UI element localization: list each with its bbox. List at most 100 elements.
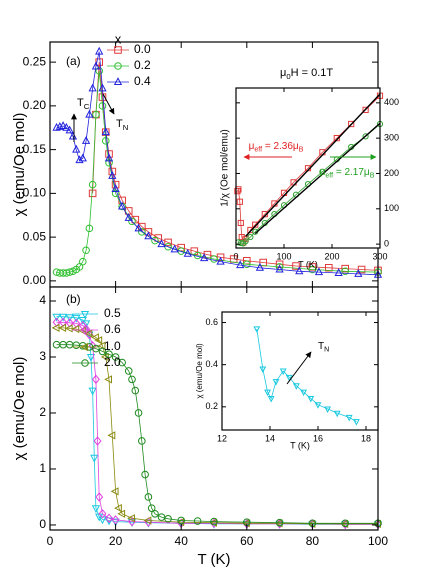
y-tick-label: 0.10 [23, 186, 47, 200]
legend-label: 2.0 [104, 355, 121, 369]
data-point [124, 367, 133, 375]
data-point [134, 223, 143, 232]
data-point [86, 354, 96, 362]
data-point [340, 519, 349, 528]
legend-label: 0.5 [104, 306, 121, 320]
legend-label: 0.2 [134, 58, 151, 72]
data-point [138, 437, 146, 445]
annotation: μeff = 2.36μB [249, 141, 304, 154]
subscript: eff [254, 146, 262, 153]
data-point [104, 375, 113, 384]
data-point [164, 515, 172, 523]
x-tick-label: 18 [361, 433, 371, 443]
data-point [108, 167, 117, 176]
data-point [348, 120, 355, 128]
y-tick-label: 0.4 [205, 359, 218, 369]
data-point [285, 374, 293, 382]
data-point [354, 269, 363, 277]
data-point [52, 313, 61, 322]
x-axis-label: T (K) [197, 551, 230, 568]
data-point [98, 516, 107, 525]
legend-marker [80, 311, 90, 319]
legend-label: 1.0 [104, 339, 121, 353]
data-point [58, 313, 68, 322]
data-point [84, 329, 93, 338]
x-tick-label: 60 [240, 534, 254, 548]
data-point [234, 188, 241, 195]
data-point [88, 189, 97, 198]
data-point [280, 189, 288, 197]
data-point [91, 505, 101, 514]
annotation: (b) [66, 292, 81, 306]
data-point [98, 102, 107, 110]
data-point [261, 210, 268, 218]
data-point [94, 336, 103, 345]
legend-marker [81, 359, 89, 367]
data-point [279, 368, 287, 376]
y-tick-label: 400 [384, 97, 399, 107]
annotation-text: (b) [66, 292, 81, 306]
subscript: N [324, 346, 329, 353]
data-point [200, 253, 209, 262]
y-axis-label: χ (emu/Oe mol) [195, 343, 204, 399]
data-point [91, 374, 100, 385]
data-point [324, 406, 332, 413]
plot-frame [221, 311, 379, 431]
data-point [72, 314, 81, 323]
y-tick-label: 2 [39, 405, 46, 419]
data-point [307, 519, 316, 528]
y-tick-label: 0 [384, 238, 389, 248]
data-point [274, 519, 283, 528]
data-point [275, 264, 284, 273]
data-point [362, 133, 369, 140]
legend-label: 0.4 [134, 74, 151, 88]
data-point [124, 213, 133, 221]
data-point [93, 436, 102, 446]
data-point [95, 492, 104, 502]
data-point [71, 324, 80, 334]
subscript: eff [325, 172, 333, 179]
data-point [101, 137, 110, 145]
data-point [259, 366, 267, 373]
data-point [108, 171, 117, 179]
annotation-text: T [318, 341, 324, 352]
data-point [118, 358, 126, 367]
data-point [267, 395, 275, 403]
y-tick-label: 300 [384, 133, 399, 143]
data-point [193, 517, 202, 525]
data-point [362, 106, 369, 113]
data-point [341, 519, 350, 528]
data-point [91, 61, 101, 70]
data-point [131, 386, 140, 395]
data-point [114, 504, 122, 513]
data-point [117, 509, 126, 518]
data-point [82, 246, 90, 255]
data-point [183, 248, 192, 257]
y-tick-label: 0.25 [23, 54, 47, 68]
data-point [85, 331, 94, 340]
data-point [253, 326, 261, 333]
subscript: C [84, 102, 90, 111]
data-point [216, 256, 225, 265]
subscript: B [370, 172, 375, 179]
data-point [75, 263, 84, 271]
data-point [98, 347, 107, 356]
annotation-text: μ [280, 67, 286, 79]
data-point [88, 83, 97, 92]
y-tick-label: 4 [39, 293, 46, 307]
plot-frame [235, 87, 381, 249]
data-point [333, 410, 341, 418]
data-point [151, 509, 159, 518]
data-point [255, 262, 265, 271]
x-tick-label: 200 [324, 251, 339, 261]
data-point [128, 375, 136, 384]
y-axis-label: 1/χ (Oe mol/emu) [220, 129, 231, 207]
data-point [292, 383, 300, 390]
data-point [210, 517, 218, 526]
data-point [229, 255, 238, 263]
data-point [75, 155, 84, 164]
data-point [134, 409, 143, 417]
data-point [275, 518, 284, 527]
data-point [314, 267, 324, 276]
